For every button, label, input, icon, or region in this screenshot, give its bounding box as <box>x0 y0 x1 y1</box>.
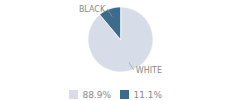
html-text:88.9%: 88.9% <box>82 89 111 100</box>
html-text:11.1%: 11.1% <box>133 89 163 100</box>
svg-text:WHITE: WHITE <box>136 66 162 75</box>
svg-text:BLACK: BLACK <box>79 5 106 14</box>
